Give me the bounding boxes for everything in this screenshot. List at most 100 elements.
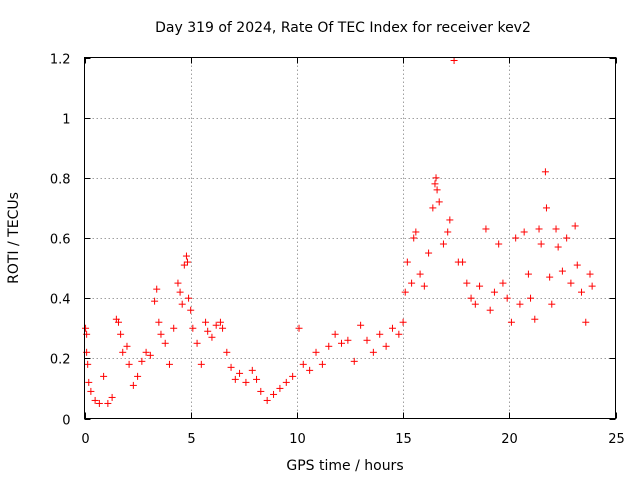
data-point: [537, 240, 545, 248]
data-point: [463, 279, 471, 287]
data-point: [586, 270, 594, 278]
data-point: [178, 300, 186, 308]
data-point: [85, 378, 93, 386]
x-tick-label: 5: [187, 432, 195, 447]
data-point: [425, 249, 433, 257]
data-point: [486, 306, 494, 314]
data-point: [546, 273, 554, 281]
data-point: [495, 240, 503, 248]
data-point: [91, 396, 99, 404]
x-tick-label: 25: [608, 432, 625, 447]
data-point: [476, 282, 484, 290]
data-point: [399, 318, 407, 326]
data-point: [189, 324, 197, 332]
gridlines: [84, 57, 616, 419]
data-point: [306, 366, 314, 374]
data-point: [382, 342, 390, 350]
data-point: [516, 300, 524, 308]
data-point: [193, 339, 201, 347]
data-point: [299, 360, 307, 368]
data-point: [459, 258, 467, 266]
data-point: [151, 297, 159, 305]
data-point: [503, 294, 511, 302]
data-point: [369, 348, 377, 356]
data-point: [331, 330, 339, 338]
data-point: [295, 324, 303, 332]
data-point: [108, 393, 116, 401]
data-point: [104, 399, 112, 407]
data-point: [185, 294, 193, 302]
data-point: [123, 342, 131, 350]
x-axis-label: GPS time / hours: [286, 458, 403, 474]
chart-title: Day 319 of 2024, Rate Of TEC Index for r…: [155, 20, 531, 36]
data-point: [153, 285, 161, 293]
data-point: [433, 186, 441, 194]
data-point: [338, 339, 346, 347]
data-point: [429, 204, 437, 212]
data-point: [527, 294, 535, 302]
data-point: [432, 174, 440, 182]
y-tick-label: 0.8: [50, 173, 71, 188]
y-tick-label: 0: [62, 414, 70, 429]
data-point: [420, 282, 428, 290]
data-point: [563, 234, 571, 242]
data-point: [129, 381, 137, 389]
data-point: [231, 375, 239, 383]
data-point: [542, 204, 550, 212]
data-point: [257, 387, 265, 395]
data-point: [165, 360, 173, 368]
data-point: [531, 315, 539, 323]
data-point: [142, 348, 150, 356]
data-point: [499, 279, 507, 287]
data-point: [410, 234, 418, 242]
y-tick-label: 1.2: [50, 53, 71, 68]
data-point: [87, 387, 95, 395]
data-point: [95, 399, 103, 407]
data-point: [439, 240, 447, 248]
data-point: [431, 180, 439, 188]
data-point: [541, 168, 549, 176]
data-point: [435, 198, 443, 206]
data-point: [554, 243, 562, 251]
data-point: [535, 225, 543, 233]
data-point: [187, 306, 195, 314]
data-point: [208, 333, 216, 341]
data-point: [490, 288, 498, 296]
data-point: [344, 336, 352, 344]
data-points: [82, 57, 596, 407]
data-point: [318, 360, 326, 368]
data-point: [117, 330, 125, 338]
data-point: [558, 267, 566, 275]
data-point: [125, 360, 133, 368]
data-point: [170, 324, 178, 332]
data-point: [182, 252, 190, 260]
data-point: [312, 348, 320, 356]
data-point: [325, 342, 333, 350]
data-point: [253, 375, 261, 383]
x-tick-label: 0: [81, 432, 89, 447]
data-point: [204, 327, 212, 335]
data-point: [512, 234, 520, 242]
x-tick-label: 15: [395, 432, 412, 447]
data-point: [444, 228, 452, 236]
data-point: [578, 288, 586, 296]
axis-ticks: [84, 57, 617, 420]
data-point: [416, 270, 424, 278]
x-tick-labels: 0 5 10 15 20 25: [81, 432, 624, 447]
data-point: [350, 357, 358, 365]
x-tick-label: 10: [289, 432, 306, 447]
data-point: [155, 318, 163, 326]
y-tick-label: 0.6: [50, 233, 71, 248]
data-point: [450, 57, 458, 65]
data-point: [161, 339, 169, 347]
data-point: [248, 366, 256, 374]
data-point: [567, 279, 575, 287]
data-point: [363, 336, 371, 344]
data-point: [357, 321, 365, 329]
data-point: [82, 324, 90, 332]
data-point: [276, 384, 284, 392]
data-point: [180, 261, 188, 269]
data-point: [403, 258, 411, 266]
data-point: [588, 282, 596, 290]
data-point: [212, 321, 220, 329]
